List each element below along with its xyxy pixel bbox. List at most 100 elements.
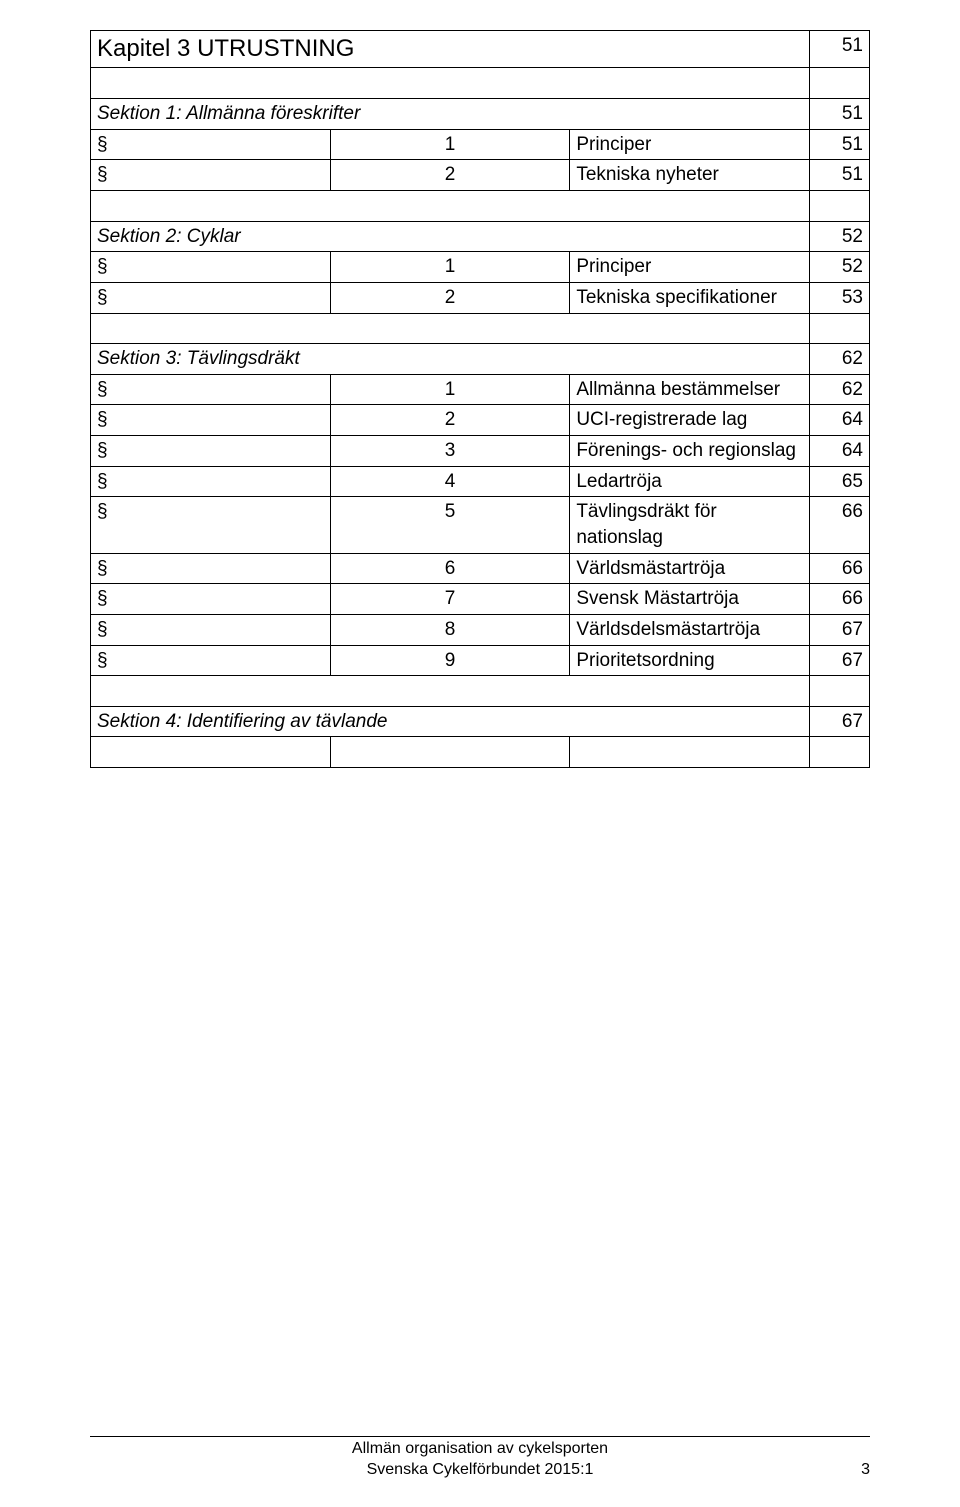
section-page: 67	[810, 706, 870, 737]
item-symbol: §	[91, 497, 331, 553]
blank-cell	[570, 737, 810, 768]
item-page: 64	[810, 436, 870, 467]
item-row: § 9 Prioritetsordning 67	[91, 645, 870, 676]
item-title: Tävlingsdräkt för nationslag	[570, 497, 810, 553]
blank-cell	[810, 313, 870, 344]
item-title: Ledartröja	[570, 466, 810, 497]
blank-row	[91, 190, 870, 221]
section-title-cell: Sektion 4: Identifiering av tävlande	[91, 706, 810, 737]
section-row: Sektion 3: Tävlingsdräkt 62	[91, 344, 870, 375]
item-num: 4	[330, 466, 570, 497]
chapter-row: Kapitel 3 UTRUSTNING 51	[91, 31, 870, 68]
page-footer: Allmän organisation av cykelsporten Sven…	[90, 1436, 870, 1481]
blank-cell	[810, 676, 870, 707]
page: Kapitel 3 UTRUSTNING 51 Sektion 1: Allmä…	[0, 0, 960, 1507]
item-row: § 1 Principer 52	[91, 252, 870, 283]
item-title: Tekniska nyheter	[570, 160, 810, 191]
item-symbol: §	[91, 436, 331, 467]
section-title: Sektion 3: Tävlingsdräkt	[97, 348, 300, 369]
section-title: Sektion 1: Allmänna föreskrifter	[97, 103, 360, 124]
chapter-title-cell: Kapitel 3 UTRUSTNING	[91, 31, 810, 68]
section-page: 52	[810, 221, 870, 252]
item-page: 53	[810, 282, 870, 313]
item-row: § 8 Världsdelsmästartröja 67	[91, 614, 870, 645]
blank-row	[91, 68, 870, 99]
footer-page-number: 3	[861, 1460, 870, 1481]
section-title-cell: Sektion 2: Cyklar	[91, 221, 810, 252]
blank-cell	[91, 68, 810, 99]
section-title-cell: Sektion 3: Tävlingsdräkt	[91, 344, 810, 375]
item-page: 51	[810, 129, 870, 160]
section-title-cell: Sektion 1: Allmänna föreskrifter	[91, 99, 810, 130]
item-row: § 6 Världsmästartröja 66	[91, 553, 870, 584]
item-page: 52	[810, 252, 870, 283]
item-symbol: §	[91, 466, 331, 497]
item-row: § 4 Ledartröja 65	[91, 466, 870, 497]
section-title: Sektion 4: Identifiering av tävlande	[97, 711, 387, 732]
item-title: Prioritetsordning	[570, 645, 810, 676]
item-row: § 7 Svensk Mästartröja 66	[91, 584, 870, 615]
item-symbol: §	[91, 614, 331, 645]
item-symbol: §	[91, 374, 331, 405]
blank-cell	[810, 737, 870, 768]
blank-cell	[810, 68, 870, 99]
item-row: § 3 Förenings- och regionslag 64	[91, 436, 870, 467]
item-num: 5	[330, 497, 570, 553]
item-symbol: §	[91, 645, 331, 676]
chapter-title: Kapitel 3 UTRUSTNING	[97, 33, 803, 65]
item-symbol: §	[91, 282, 331, 313]
item-num: 6	[330, 553, 570, 584]
item-row: § 1 Allmänna bestämmelser 62	[91, 374, 870, 405]
item-num: 2	[330, 282, 570, 313]
section-row: Sektion 2: Cyklar 52	[91, 221, 870, 252]
item-row: § 2 UCI-registrerade lag 64	[91, 405, 870, 436]
item-page: 64	[810, 405, 870, 436]
section-page: 51	[810, 99, 870, 130]
toc-table: Kapitel 3 UTRUSTNING 51 Sektion 1: Allmä…	[90, 30, 870, 768]
section-title: Sektion 2: Cyklar	[97, 226, 241, 247]
item-page: 67	[810, 614, 870, 645]
item-symbol: §	[91, 553, 331, 584]
blank-row	[91, 313, 870, 344]
blank-cell	[91, 313, 810, 344]
item-num: 2	[330, 405, 570, 436]
item-title: Svensk Mästartröja	[570, 584, 810, 615]
item-title: Allmänna bestämmelser	[570, 374, 810, 405]
blank-cell	[330, 737, 570, 768]
item-row: § 5 Tävlingsdräkt för nationslag 66	[91, 497, 870, 553]
footer-lines: Allmän organisation av cykelsporten Sven…	[90, 1439, 870, 1481]
footer-rule	[90, 1436, 870, 1437]
item-num: 9	[330, 645, 570, 676]
blank-cell	[91, 190, 810, 221]
chapter-page: 51	[810, 31, 870, 68]
item-title: Världsdelsmästartröja	[570, 614, 810, 645]
item-page: 66	[810, 497, 870, 553]
item-num: 2	[330, 160, 570, 191]
item-num: 8	[330, 614, 570, 645]
section-page: 62	[810, 344, 870, 375]
item-row: § 2 Tekniska nyheter 51	[91, 160, 870, 191]
item-symbol: §	[91, 160, 331, 191]
item-num: 3	[330, 436, 570, 467]
item-symbol: §	[91, 129, 331, 160]
blank-row	[91, 737, 870, 768]
section-row: Sektion 1: Allmänna föreskrifter 51	[91, 99, 870, 130]
blank-row	[91, 676, 870, 707]
footer-line-2: Svenska Cykelförbundet 2015:1	[90, 1460, 870, 1481]
item-title: Tekniska specifikationer	[570, 282, 810, 313]
item-title: Förenings- och regionslag	[570, 436, 810, 467]
item-row: § 1 Principer 51	[91, 129, 870, 160]
blank-cell	[810, 190, 870, 221]
item-num: 1	[330, 374, 570, 405]
item-title: Principer	[570, 252, 810, 283]
item-title: Världsmästartröja	[570, 553, 810, 584]
item-page: 67	[810, 645, 870, 676]
section-row: Sektion 4: Identifiering av tävlande 67	[91, 706, 870, 737]
item-page: 51	[810, 160, 870, 191]
item-page: 66	[810, 584, 870, 615]
footer-line-1: Allmän organisation av cykelsporten	[90, 1439, 870, 1460]
item-row: § 2 Tekniska specifikationer 53	[91, 282, 870, 313]
item-num: 7	[330, 584, 570, 615]
item-page: 62	[810, 374, 870, 405]
item-title: UCI-registrerade lag	[570, 405, 810, 436]
